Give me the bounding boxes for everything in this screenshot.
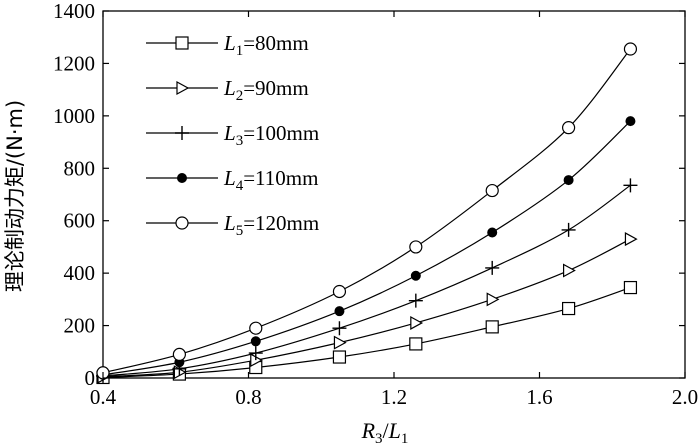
legend-marker-2 xyxy=(176,80,190,96)
data-point-series-2 xyxy=(624,232,638,247)
data-point-series-4 xyxy=(487,227,498,238)
plot-frame xyxy=(102,10,686,379)
data-point-series-3 xyxy=(332,321,347,336)
y-tick-label: 1200 xyxy=(53,51,95,75)
x-axis-label-sep: / xyxy=(383,418,390,443)
data-point-series-4 xyxy=(563,175,574,186)
legend-marker-3 xyxy=(175,126,189,140)
plot-frame-group xyxy=(102,10,686,379)
x-tick-label: 0.8 xyxy=(235,385,261,409)
series-line-1 xyxy=(102,286,631,379)
y-tick-label: 1000 xyxy=(53,104,95,128)
data-point-series-2 xyxy=(562,263,576,278)
legend-label-5: L5=120mm xyxy=(223,211,319,239)
x-axis-label-sub-3: 3 xyxy=(375,431,383,443)
data-point-series-2 xyxy=(486,292,500,307)
data-point-series-5 xyxy=(249,321,263,335)
legend-marker-4 xyxy=(177,173,187,183)
y-axis-label: 理论制动力矩/(N·m) xyxy=(3,100,27,292)
y-tick-label: 800 xyxy=(64,156,96,180)
axis-ticks-group: 0.4 0.8 1.2 1.6 2.0 0 200 400 600 800 1000 1200 1400 xyxy=(53,0,698,409)
y-tick-label: 400 xyxy=(64,261,96,285)
series-line-5 xyxy=(102,48,631,374)
x-axis-label-sub-1: 1 xyxy=(401,431,409,443)
data-point-series-2 xyxy=(333,335,347,350)
data-point-series-5 xyxy=(332,284,347,299)
legend-marker-5 xyxy=(175,216,189,230)
legend-label-2: L2=90mm xyxy=(223,76,309,104)
x-axis-label-base-r: R xyxy=(361,418,376,443)
y-tick-label: 200 xyxy=(64,314,96,338)
legend: L1=80mm L2=90mm L3=100mm L4=110mm L5=120mm xyxy=(146,31,319,239)
data-point-series-3 xyxy=(623,178,638,193)
x-axis-label-base-l: L xyxy=(388,418,401,443)
data-point-series-2 xyxy=(410,315,424,330)
data-point-series-5 xyxy=(172,347,186,362)
series-markers-group xyxy=(96,42,638,385)
data-point-series-5 xyxy=(485,183,499,198)
x-axis-label: R3/L1 xyxy=(361,418,409,443)
x-tick-label: 1.2 xyxy=(381,385,407,409)
legend-label-3: L3=100mm xyxy=(223,121,319,149)
data-point-series-1 xyxy=(623,280,638,295)
legend-label-4: L4=110mm xyxy=(223,166,318,194)
data-point-series-3 xyxy=(248,346,263,361)
series-line-4 xyxy=(102,120,631,376)
y-tick-label: 0 xyxy=(85,366,96,390)
data-point-series-3 xyxy=(485,260,500,275)
legend-marker-1 xyxy=(175,36,189,50)
x-tick-label: 2.0 xyxy=(672,385,698,409)
data-point-series-3 xyxy=(561,222,576,237)
data-point-series-5 xyxy=(623,42,638,56)
x-tick-label: 1.6 xyxy=(526,385,552,409)
data-point-series-4 xyxy=(334,306,345,317)
data-point-series-4 xyxy=(625,116,636,127)
data-point-series-5 xyxy=(561,121,576,135)
data-point-series-4 xyxy=(410,270,421,281)
legend-label-1: L1=80mm xyxy=(223,31,309,59)
series-line-2 xyxy=(102,238,631,378)
data-point-series-1 xyxy=(332,350,347,364)
data-point-series-5 xyxy=(409,240,423,254)
data-point-series-3 xyxy=(408,293,423,308)
y-tick-label: 1400 xyxy=(53,0,95,23)
x-tick-label: 0.4 xyxy=(90,385,117,409)
data-point-series-4 xyxy=(250,336,261,347)
data-point-series-1 xyxy=(409,337,423,351)
data-point-series-1 xyxy=(485,320,499,334)
y-tick-label: 600 xyxy=(64,209,96,233)
data-point-series-1 xyxy=(561,301,576,316)
series-line-3 xyxy=(102,184,631,377)
series-lines-group xyxy=(102,48,631,379)
